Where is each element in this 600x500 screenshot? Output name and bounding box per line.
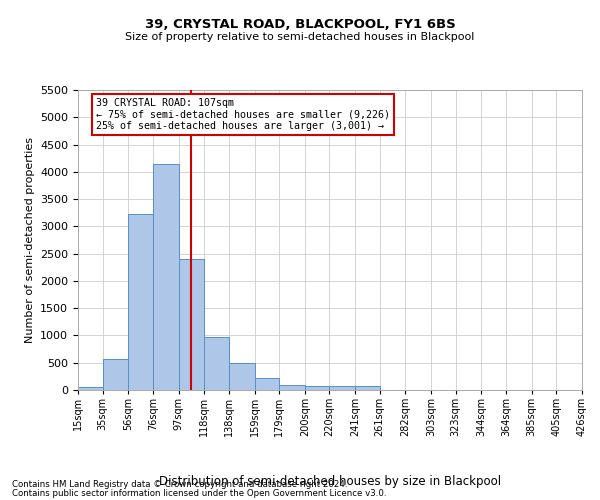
Bar (179, 259, 205, 390)
Bar (279, 384, 305, 390)
Text: 39 CRYSTAL ROAD: 107sqm
← 75% of semi-detached houses are smaller (9,226)
25% of: 39 CRYSTAL ROAD: 107sqm ← 75% of semi-de… (97, 98, 391, 132)
Y-axis label: Number of semi-detached properties: Number of semi-detached properties (25, 137, 35, 343)
Text: Size of property relative to semi-detached houses in Blackpool: Size of property relative to semi-detach… (125, 32, 475, 42)
Bar (205, 337, 229, 390)
Bar (103, 358, 128, 390)
Bar (229, 362, 254, 390)
Text: Contains HM Land Registry data © Crown copyright and database right 2024.: Contains HM Land Registry data © Crown c… (12, 480, 347, 489)
Bar (254, 378, 279, 390)
Bar (305, 386, 329, 390)
Bar (329, 386, 355, 390)
Bar (355, 386, 380, 390)
X-axis label: Distribution of semi-detached houses by size in Blackpool: Distribution of semi-detached houses by … (159, 475, 501, 488)
Bar (78, 388, 103, 390)
Bar (128, 214, 153, 390)
Text: Contains public sector information licensed under the Open Government Licence v3: Contains public sector information licen… (12, 488, 386, 498)
Bar (153, 164, 179, 390)
Text: 39, CRYSTAL ROAD, BLACKPOOL, FY1 6BS: 39, CRYSTAL ROAD, BLACKPOOL, FY1 6BS (145, 18, 455, 30)
